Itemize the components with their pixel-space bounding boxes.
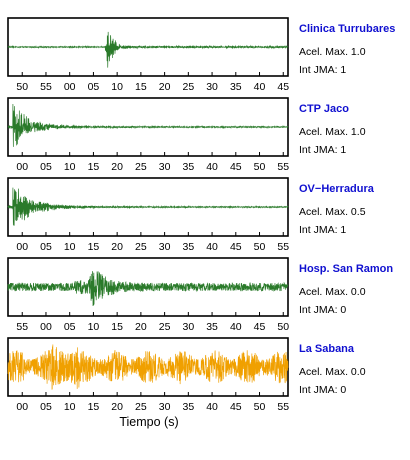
seismogram-panel: 00 05 10 15 20 25 30 35 40 45 50 55 OV−Herradura Acel… (7, 177, 375, 253)
x-tick-label: 00 (64, 81, 76, 93)
x-tick-label: 55 (277, 161, 289, 173)
x-tick-label: 10 (64, 241, 76, 253)
seismogram-panel: 00 05 10 15 20 25 30 35 40 45 50 55 CTP Jaco Acel. Ma… (7, 97, 366, 173)
station-name: OV−Herradura (299, 183, 375, 195)
x-tick-label: 10 (64, 161, 76, 173)
x-tick-label: 20 (111, 161, 123, 173)
peak-acceleration-label: Acel. Max. 0.0 (299, 286, 366, 298)
x-tick-label: 20 (159, 81, 171, 93)
x-tick-label: 35 (182, 161, 194, 173)
x-tick-label: 15 (88, 161, 100, 173)
x-tick-label: 10 (64, 401, 76, 413)
x-tick-label: 10 (111, 81, 123, 93)
x-tick-label: 40 (206, 401, 218, 413)
x-tick-label: 25 (182, 81, 194, 93)
x-tick-label: 25 (159, 321, 171, 333)
x-tick-label: 05 (40, 161, 52, 173)
peak-acceleration-label: Acel. Max. 0.0 (299, 366, 366, 378)
peak-acceleration-label: Acel. Max. 1.0 (299, 126, 366, 138)
x-tick-label: 55 (277, 401, 289, 413)
waveform-trace (7, 31, 289, 68)
x-tick-label: 40 (230, 321, 242, 333)
x-tick-label: 40 (206, 161, 218, 173)
x-tick-label: 25 (135, 161, 147, 173)
x-tick-label: 15 (111, 321, 123, 333)
x-tick-label: 20 (111, 401, 123, 413)
x-tick-label: 45 (277, 81, 289, 93)
station-name: Hosp. San Ramon (299, 263, 393, 275)
x-tick-label: 15 (88, 401, 100, 413)
x-tick-label: 05 (40, 241, 52, 253)
x-tick-label: 45 (254, 321, 266, 333)
x-tick-label: 40 (206, 241, 218, 253)
jma-intensity-label: Int JMA: 1 (299, 144, 346, 156)
waveform-trace (7, 271, 289, 306)
x-axis-title: Tiempo (s) (119, 415, 178, 429)
jma-intensity-label: Int JMA: 1 (299, 64, 346, 76)
x-tick-label: 30 (206, 81, 218, 93)
x-tick-label: 50 (254, 161, 266, 173)
x-tick-label: 05 (88, 81, 100, 93)
x-tick-label: 00 (16, 401, 28, 413)
x-tick-label: 00 (16, 241, 28, 253)
peak-acceleration-label: Acel. Max. 1.0 (299, 46, 366, 58)
x-tick-label: 45 (230, 241, 242, 253)
x-tick-label: 55 (40, 81, 52, 93)
x-tick-label: 10 (88, 321, 100, 333)
jma-intensity-label: Int JMA: 0 (299, 384, 346, 396)
x-tick-label: 45 (230, 401, 242, 413)
waveform-trace (7, 187, 289, 226)
x-tick-label: 50 (16, 81, 28, 93)
seismogram-panel: 55 00 05 10 15 20 25 30 35 40 45 50 Hosp. San Ramon A… (7, 257, 393, 333)
x-tick-label: 35 (230, 81, 242, 93)
x-tick-label: 40 (254, 81, 266, 93)
x-tick-label: 05 (64, 321, 76, 333)
x-tick-label: 20 (135, 321, 147, 333)
x-tick-label: 25 (135, 401, 147, 413)
station-name: La Sabana (299, 343, 355, 355)
seismogram-panel: 00 05 10 15 20 25 30 35 40 45 50 55 La Sabana Acel. M… (7, 337, 366, 413)
seismogram-panel: 50 55 00 05 10 15 20 25 30 35 40 45 Clinica Turrubar… (7, 17, 395, 93)
x-tick-label: 35 (182, 401, 194, 413)
x-tick-label: 45 (230, 161, 242, 173)
jma-intensity-label: Int JMA: 1 (299, 224, 346, 236)
x-tick-label: 50 (254, 401, 266, 413)
x-tick-label: 50 (277, 321, 289, 333)
x-tick-label: 15 (88, 241, 100, 253)
x-tick-label: 25 (135, 241, 147, 253)
x-tick-label: 35 (182, 241, 194, 253)
x-tick-label: 30 (159, 401, 171, 413)
x-tick-label: 00 (16, 161, 28, 173)
waveform-trace (7, 344, 289, 390)
x-tick-label: 00 (40, 321, 52, 333)
x-tick-label: 30 (159, 241, 171, 253)
x-tick-label: 30 (182, 321, 194, 333)
x-tick-label: 35 (206, 321, 218, 333)
peak-acceleration-label: Acel. Max. 0.5 (299, 206, 366, 218)
x-tick-label: 20 (111, 241, 123, 253)
x-tick-label: 15 (135, 81, 147, 93)
x-tick-label: 55 (16, 321, 28, 333)
station-name: Clinica Turrubares (299, 23, 395, 35)
x-tick-label: 05 (40, 401, 52, 413)
station-name: CTP Jaco (299, 103, 349, 115)
waveform-trace (7, 104, 289, 147)
jma-intensity-label: Int JMA: 0 (299, 304, 346, 316)
x-tick-label: 55 (277, 241, 289, 253)
x-tick-label: 50 (254, 241, 266, 253)
x-tick-label: 30 (159, 161, 171, 173)
